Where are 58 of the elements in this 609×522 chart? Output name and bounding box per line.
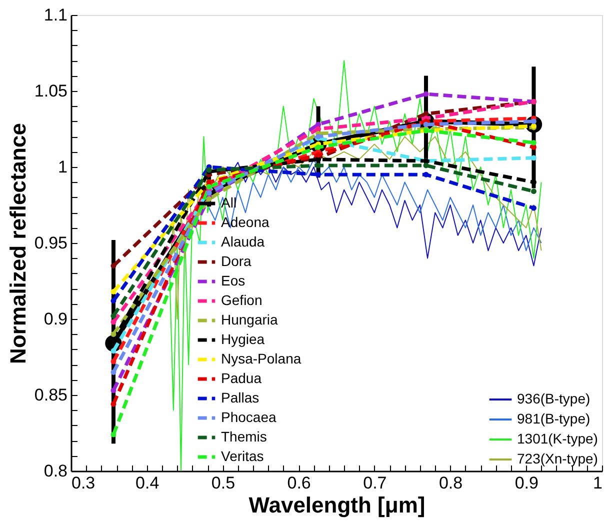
point (110, 288, 116, 294)
point (423, 172, 429, 178)
legend-label: 723(Xn-type) (517, 450, 598, 466)
point (316, 152, 322, 158)
point (110, 319, 116, 325)
x-axis-title: Wavelength [μm] (248, 492, 426, 518)
point (110, 369, 116, 375)
legend-label: 981(B-type) (517, 410, 590, 426)
legend-label: Hygiea (221, 331, 265, 347)
legend-label: Gefion (221, 292, 262, 308)
y-tick-label: 0.8 (44, 462, 68, 480)
legend-label: 1301(K-type) (517, 430, 598, 446)
x-tick-label: 0.8 (438, 474, 463, 492)
point (530, 188, 536, 194)
point (110, 358, 116, 364)
point (110, 263, 116, 269)
point (110, 388, 116, 394)
legend-label: Alauda (221, 234, 265, 250)
point (110, 298, 116, 304)
point (530, 205, 536, 211)
point (423, 122, 429, 128)
x-tick-label: 0.5 (211, 474, 236, 492)
x-tick-label: 0.7 (363, 474, 387, 492)
y-axis-title: Normalized reflectance (5, 123, 30, 364)
legend-label: Pallas (221, 390, 260, 406)
point (110, 348, 116, 354)
legend-label: Phocaea (221, 409, 276, 425)
x-tick-label: 1 (593, 474, 602, 492)
legend-label: Padua (221, 370, 262, 386)
x-tick-label: 0.4 (136, 474, 160, 492)
y-tick-label: 1 (58, 158, 68, 176)
legend-label: 936(B-type) (517, 390, 590, 406)
x-tick-label: 0.6 (287, 474, 311, 492)
point (316, 126, 322, 132)
point (423, 162, 429, 168)
y-tick-label: 1.1 (44, 6, 68, 24)
y-tick-label: 1.05 (34, 82, 68, 100)
legend-label: Eos (221, 272, 246, 288)
point (316, 172, 322, 178)
y-tick-label: 0.95 (34, 234, 68, 252)
point (110, 401, 116, 407)
line-series (207, 158, 542, 252)
legend-label: Hungaria (221, 312, 278, 328)
point (316, 122, 322, 128)
legend-label: Themis (221, 428, 267, 444)
point (530, 144, 536, 150)
point (423, 91, 429, 97)
point (110, 313, 116, 319)
x-tick-label: 0.3 (72, 474, 96, 492)
legend-label: Veritas (221, 448, 264, 464)
x-tick-label: 0.9 (514, 474, 538, 492)
legend-label: Nysa-Polana (221, 350, 302, 366)
legend-label: Dora (221, 253, 252, 269)
y-tick-label: 0.9 (44, 310, 68, 328)
point (110, 432, 116, 438)
point (110, 331, 116, 337)
y-tick-label: 0.85 (34, 386, 68, 404)
point (530, 140, 536, 146)
